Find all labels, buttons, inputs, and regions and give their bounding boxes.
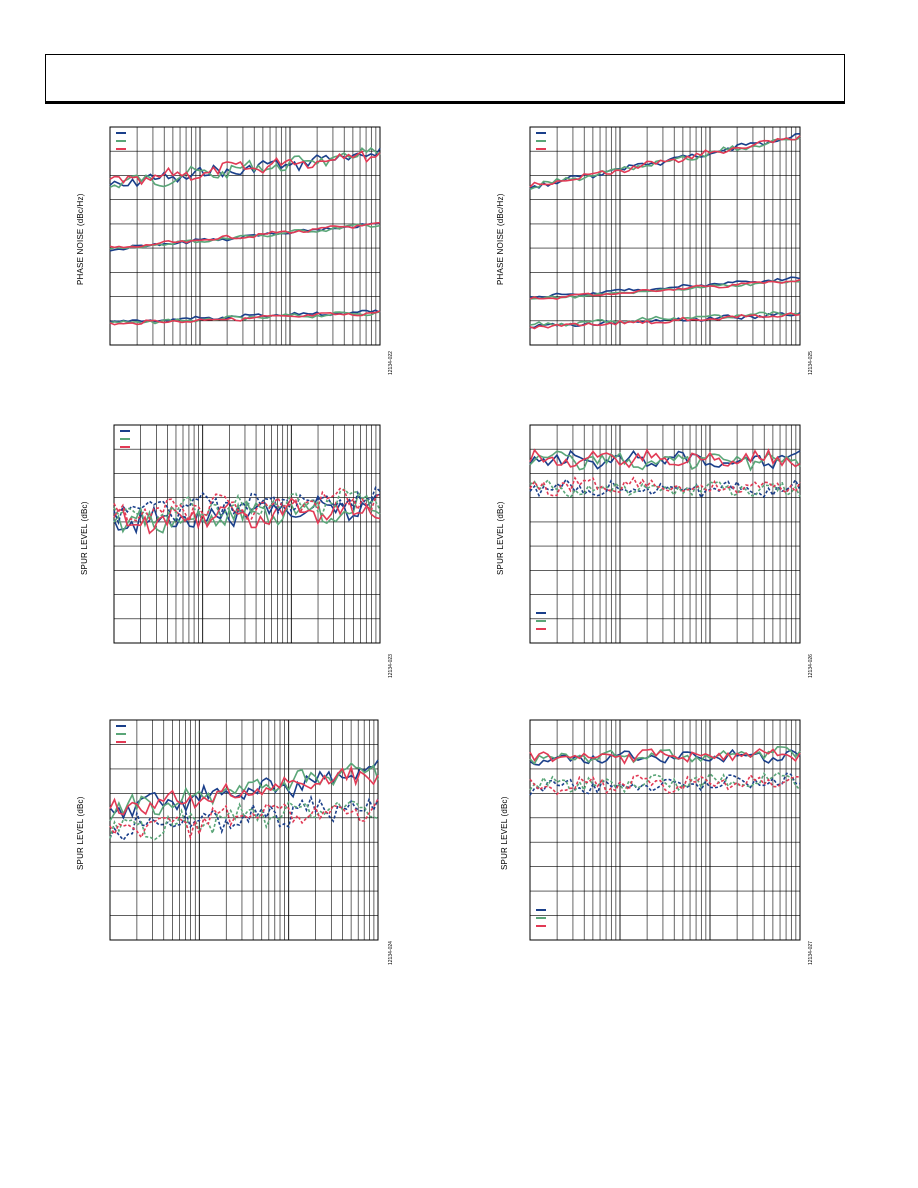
chart-spur-level-right-2 — [529, 719, 801, 941]
series-line — [529, 773, 800, 796]
series-line — [529, 448, 801, 469]
series-line — [109, 800, 379, 841]
series-line — [113, 497, 381, 535]
figure-id: 12134-022 — [388, 351, 394, 375]
page-header — [45, 54, 845, 102]
chart-phase-noise-right — [529, 126, 801, 346]
figure-id: 12134-025 — [808, 351, 814, 375]
plot-frame — [109, 719, 379, 941]
series-line — [113, 487, 381, 526]
series-line — [109, 798, 379, 841]
series-line — [109, 311, 381, 325]
series-line — [529, 476, 801, 497]
chart-spur-level-left-1 — [113, 424, 381, 644]
series-line — [529, 748, 801, 765]
series-line — [529, 312, 801, 329]
chart-spur-level-left-2 — [109, 719, 379, 941]
series-line — [529, 450, 801, 472]
series-line — [529, 278, 801, 301]
series-line — [529, 312, 801, 330]
series-line — [113, 487, 381, 524]
series-line — [529, 134, 801, 188]
series-line — [109, 150, 381, 186]
series-line — [529, 478, 801, 500]
plot-frame — [529, 126, 801, 346]
series-line — [529, 478, 801, 499]
chart-spur-level-right-1 — [529, 424, 801, 644]
series-line — [109, 764, 379, 816]
series-line — [529, 449, 801, 470]
plot-frame — [113, 424, 381, 644]
chart-phase-noise-left — [109, 126, 381, 346]
series-line — [109, 221, 381, 249]
figure-id: 12134-026 — [808, 654, 814, 678]
figure-id: 12134-023 — [388, 654, 394, 678]
series-line — [529, 771, 801, 794]
series-line — [113, 486, 381, 526]
figure-id: 12134-024 — [388, 941, 394, 965]
figure-id: 12134-027 — [808, 941, 814, 965]
series-line — [109, 147, 381, 189]
header-rule — [45, 101, 845, 104]
series-line — [109, 310, 381, 326]
